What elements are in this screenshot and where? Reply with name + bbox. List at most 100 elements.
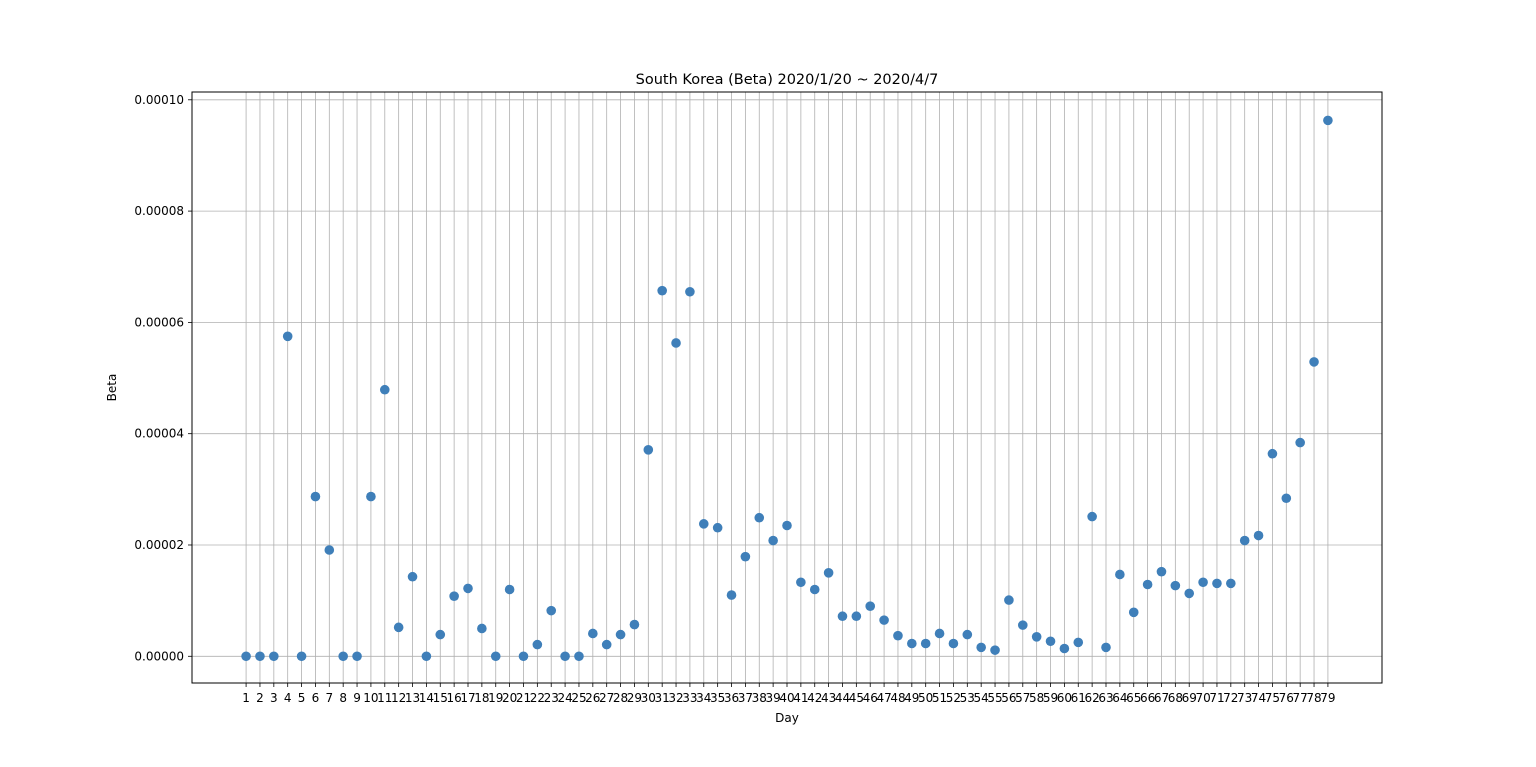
x-tick-label: 1 <box>242 691 250 705</box>
data-point <box>560 651 570 662</box>
x-tick-label: 41 <box>793 691 808 705</box>
x-tick-label: 51 <box>932 691 947 705</box>
x-tick-label: 19 <box>488 691 503 705</box>
data-point <box>976 642 986 653</box>
data-point <box>504 584 515 595</box>
x-tick-label: 79 <box>1320 691 1335 705</box>
data-point <box>407 571 418 582</box>
x-tick-label: 55 <box>987 691 1002 705</box>
data-point <box>851 611 862 622</box>
data-point <box>393 622 404 633</box>
data-point <box>1281 493 1292 504</box>
x-tick-label: 22 <box>530 691 545 705</box>
x-tick-label: 12 <box>391 691 406 705</box>
data-point <box>269 651 279 662</box>
data-point <box>615 629 626 640</box>
data-point <box>574 651 584 662</box>
data-point <box>1212 578 1222 589</box>
data-point <box>1226 578 1236 589</box>
data-point <box>1101 642 1111 653</box>
data-point <box>1198 577 1208 588</box>
x-tick-label: 77 <box>1293 691 1308 705</box>
data-point <box>532 639 543 650</box>
data-point <box>768 535 778 546</box>
data-point <box>1045 636 1056 647</box>
y-tick-label: 0.00002 <box>134 538 184 552</box>
data-point <box>588 628 598 639</box>
data-point <box>893 630 903 641</box>
x-tick-label: 23 <box>544 691 559 705</box>
data-point <box>1059 643 1070 654</box>
data-point <box>282 331 293 342</box>
x-tick-label: 46 <box>863 691 878 705</box>
data-point <box>490 651 501 662</box>
data-point <box>948 638 959 649</box>
x-tick-label: 9 <box>353 691 361 705</box>
x-tick-label: 57 <box>1015 691 1030 705</box>
data-point <box>518 651 529 662</box>
x-tick-label: 54 <box>974 691 989 705</box>
x-tick-label: 69 <box>1182 691 1197 705</box>
x-tick-label: 42 <box>807 691 822 705</box>
x-tick-label: 74 <box>1251 691 1266 705</box>
data-point <box>671 338 681 348</box>
data-point <box>1073 637 1084 648</box>
x-tick-label: 58 <box>1029 691 1044 705</box>
y-tick-label: 0.00008 <box>134 204 184 218</box>
data-point <box>698 519 709 529</box>
y-tick-label: 0.00000 <box>134 649 184 663</box>
x-tick-label: 62 <box>1084 691 1099 705</box>
x-tick-label: 31 <box>655 691 670 705</box>
x-tick-label: 67 <box>1154 691 1169 705</box>
data-point <box>920 638 931 649</box>
x-tick-label: 36 <box>724 691 739 705</box>
x-tick-label: 11 <box>377 691 392 705</box>
data-point <box>463 583 473 594</box>
data-point <box>1295 437 1305 448</box>
data-point <box>296 651 307 662</box>
data-point <box>726 590 737 600</box>
x-tick-label: 48 <box>890 691 905 705</box>
x-tick-label: 37 <box>738 691 753 705</box>
x-tick-label: 75 <box>1265 691 1280 705</box>
x-tick-label: 38 <box>752 691 767 705</box>
data-point <box>629 619 640 630</box>
x-tick-label: 28 <box>613 691 628 705</box>
data-point <box>449 591 459 601</box>
data-point <box>366 491 376 502</box>
x-tick-label: 26 <box>585 691 600 705</box>
data-point <box>657 285 667 296</box>
data-point <box>1142 579 1153 590</box>
x-tick-label: 21 <box>516 691 531 705</box>
data-point <box>823 568 834 578</box>
data-point <box>837 611 848 622</box>
x-tick-label: 34 <box>696 691 711 705</box>
data-point <box>421 651 432 662</box>
data-point <box>1128 607 1139 618</box>
y-tick-label: 0.00010 <box>134 93 184 107</box>
data-point <box>782 520 792 531</box>
x-tick-label: 70 <box>1195 691 1210 705</box>
data-point <box>1087 511 1097 522</box>
data-point <box>934 628 945 639</box>
x-tick-label: 50 <box>918 691 933 705</box>
x-tick-label: 14 <box>419 691 434 705</box>
x-tick-label: 35 <box>710 691 725 705</box>
x-tick-label: 78 <box>1306 691 1321 705</box>
x-tick-label: 73 <box>1237 691 1252 705</box>
x-tick-label: 49 <box>904 691 919 705</box>
x-tick-label: 18 <box>474 691 489 705</box>
x-tick-label: 24 <box>557 691 572 705</box>
x-tick-label: 66 <box>1140 691 1155 705</box>
x-tick-label: 10 <box>363 691 378 705</box>
data-point <box>1253 530 1264 541</box>
x-tick-label: 72 <box>1223 691 1238 705</box>
chart-title: South Korea (Beta) 2020/1/20 ~ 2020/4/7 <box>636 72 939 88</box>
y-tick-label: 0.00006 <box>134 315 184 329</box>
x-tick-label: 6 <box>312 691 320 705</box>
x-tick-label: 53 <box>960 691 975 705</box>
data-point <box>643 445 654 455</box>
data-point <box>546 605 557 616</box>
data-point <box>809 584 820 595</box>
